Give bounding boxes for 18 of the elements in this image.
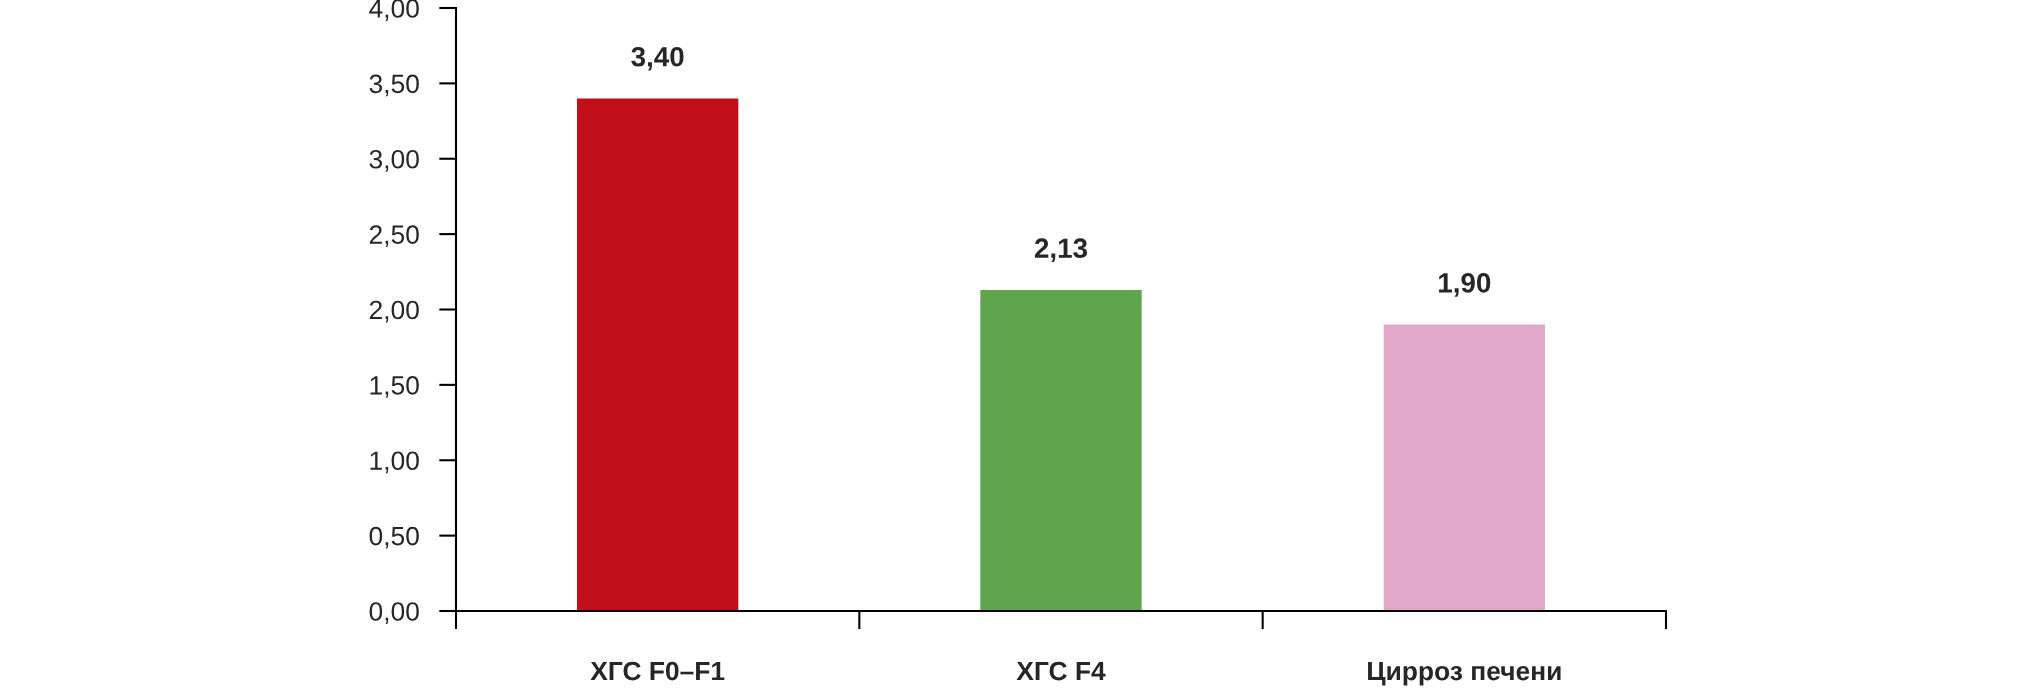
data-label: 1,90 [1439, 273, 1491, 297]
y-tick-label: 3,00 [369, 149, 419, 172]
y-tick-label: 2,00 [369, 300, 419, 323]
x-tick-label: ХГС F0–F1 [590, 661, 725, 681]
y-tick-label: 3,50 [369, 74, 419, 97]
y-tick-label: 4,00 [369, 0, 419, 21]
data-label: 2,13 [1034, 238, 1088, 263]
y-tick-label: 0,00 [369, 602, 419, 624]
y-tick-label: 2,50 [369, 225, 419, 248]
data-label: 3,40 [631, 46, 684, 71]
bar [980, 289, 1142, 611]
bar [577, 98, 739, 611]
y-tick-label: 1,00 [370, 451, 419, 474]
y-tick-label: 0,50 [369, 526, 419, 549]
x-tick-label: ХГС F4 [1016, 661, 1106, 681]
bar [1383, 324, 1545, 611]
y-tick-label: 1,50 [370, 376, 419, 398]
x-tick-label: Цирроз печени [1368, 661, 1561, 686]
